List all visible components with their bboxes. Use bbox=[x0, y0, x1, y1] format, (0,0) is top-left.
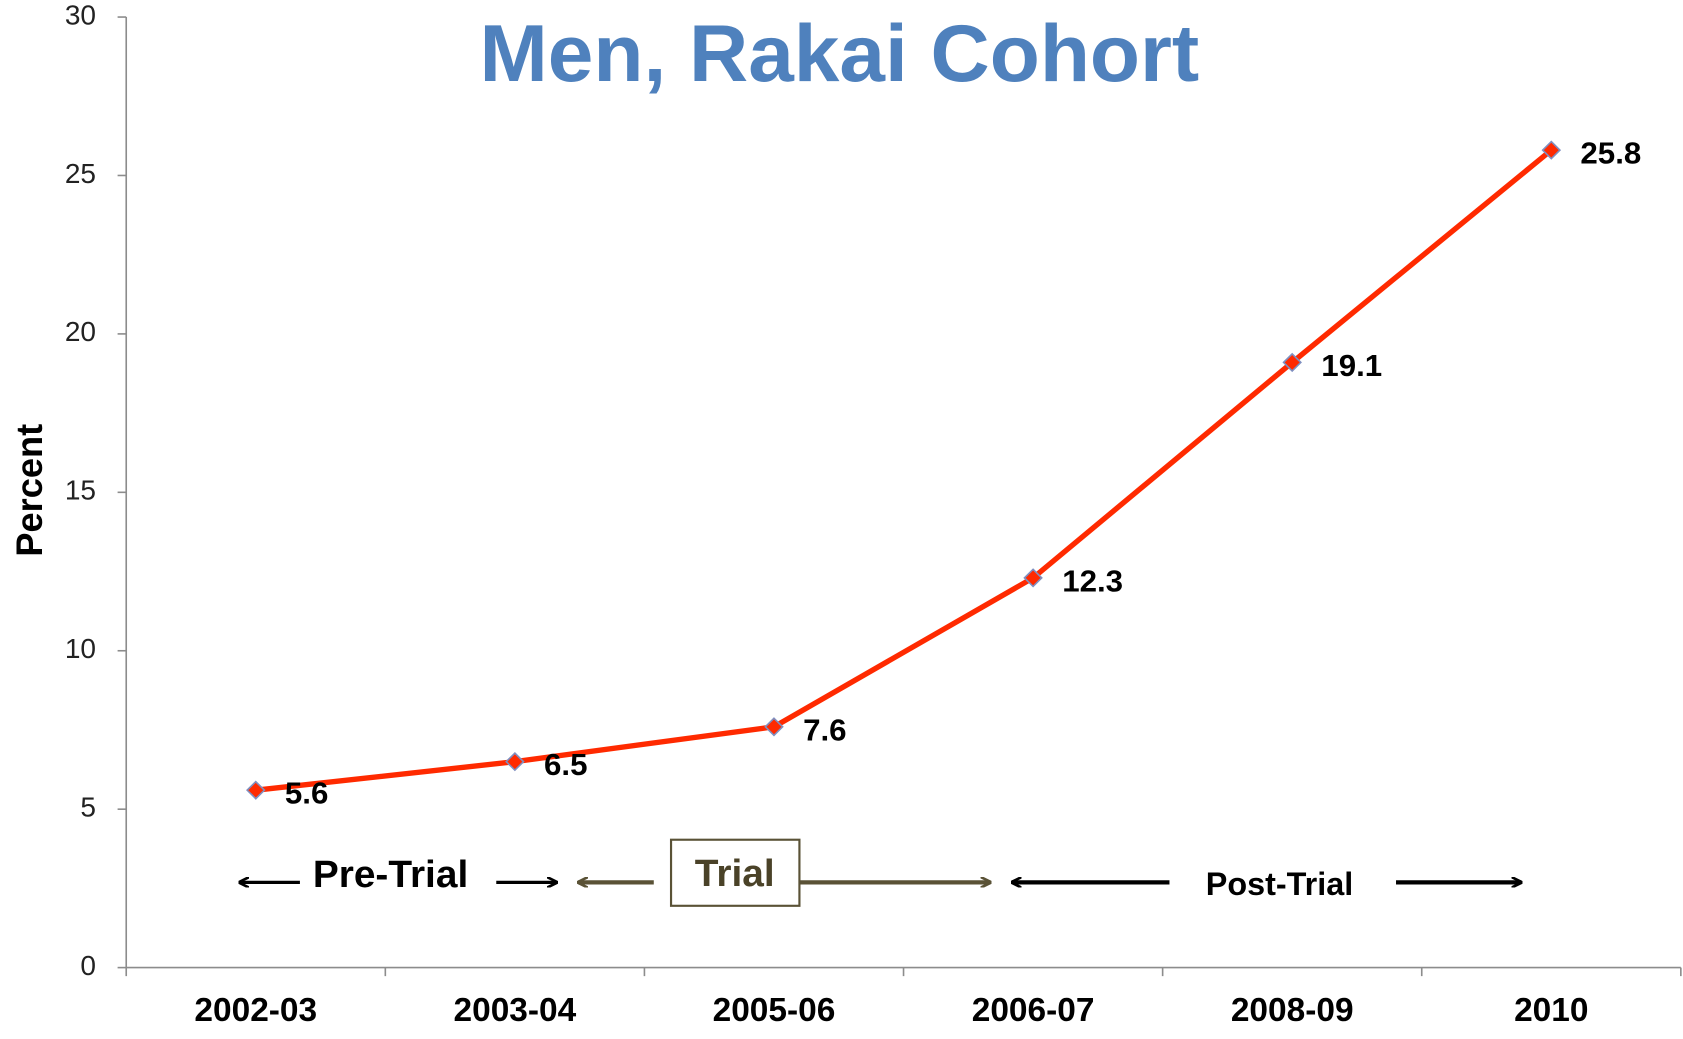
y-tick-label: 20 bbox=[65, 316, 96, 347]
data-label: 25.8 bbox=[1580, 136, 1641, 171]
annotation: Trial bbox=[695, 852, 775, 895]
data-label: 12.3 bbox=[1062, 564, 1123, 599]
marker bbox=[505, 751, 525, 772]
x-tick-label: 2008-09 bbox=[1231, 992, 1354, 1029]
y-axis-label: Percent bbox=[9, 424, 50, 557]
x-tick-label: 2006-07 bbox=[972, 992, 1095, 1029]
y-tick-label: 0 bbox=[80, 950, 96, 981]
y-tick-label: 30 bbox=[65, 0, 96, 30]
chart-title: Men, Rakai Cohort bbox=[479, 9, 1199, 99]
marker bbox=[1023, 568, 1043, 588]
annotation-box bbox=[669, 838, 801, 907]
y-tick-label: 25 bbox=[65, 158, 96, 189]
marker bbox=[764, 717, 784, 737]
y-tick-label: 10 bbox=[65, 633, 96, 664]
marker bbox=[1541, 140, 1562, 160]
x-tick-label: 2002-03 bbox=[194, 992, 317, 1029]
annotation: Post-Trial bbox=[1206, 866, 1353, 902]
data-label: 5.6 bbox=[285, 776, 328, 811]
annotation: Pre-Trial bbox=[313, 853, 468, 896]
line bbox=[255, 148, 1554, 793]
data-label: 7.6 bbox=[803, 712, 846, 747]
marker bbox=[1282, 352, 1302, 373]
x-tick-label: 2005-06 bbox=[713, 992, 836, 1029]
x-tick-label: 2003-04 bbox=[454, 992, 577, 1029]
marker bbox=[246, 780, 266, 800]
data-label: 19.1 bbox=[1321, 348, 1382, 383]
y-tick-label: 15 bbox=[65, 475, 96, 506]
data-label: 6.5 bbox=[544, 747, 587, 782]
x-tick-label: 2010 bbox=[1514, 992, 1588, 1029]
y-tick-label: 5 bbox=[80, 792, 96, 823]
